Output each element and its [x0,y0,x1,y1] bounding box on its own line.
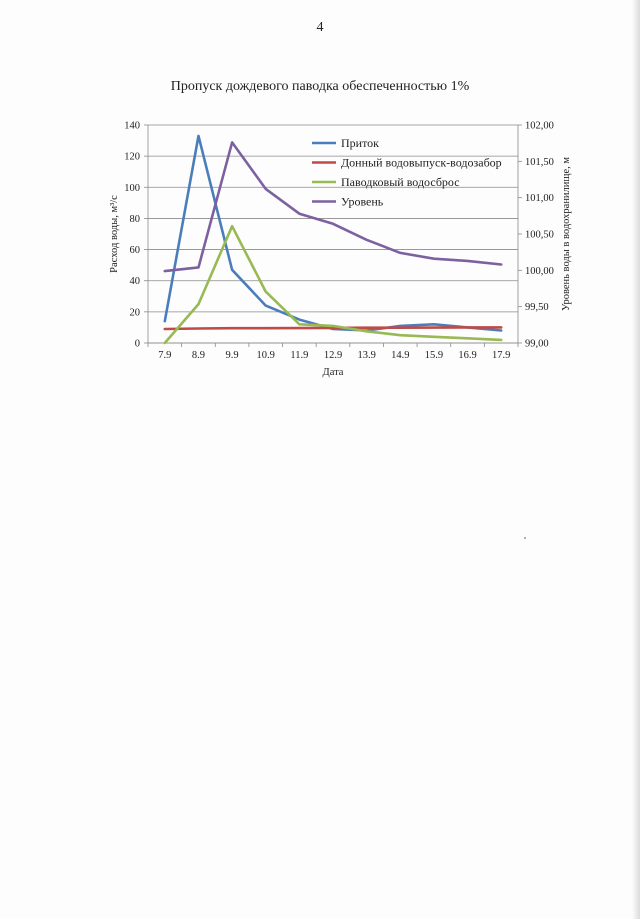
series-line-4 [163,141,503,273]
right-tick-label: 101,00 [525,193,554,204]
legend-label: Паводковый водосброс [341,175,460,189]
left-tick-label: 60 [130,245,141,256]
x-tick-label: 16.9 [458,350,476,361]
left-tick-label: 20 [130,307,141,318]
chart-title: Пропуск дождевого паводка обеспеченность… [170,79,470,94]
right-axis-ticks: 99,00 99,50 100,00 100,50 101,00 101,50 102,00 [518,121,554,350]
right-tick-label: 102,00 [525,121,554,132]
x-tick-label: 14.9 [391,350,409,361]
y-axis-title-right: Уровень воды в водохранилище, м [561,157,572,311]
left-axis-ticks: 0 20 40 60 80 100 120 140 [124,121,148,350]
series-lines [163,134,503,345]
left-tick-label: 120 [124,152,140,163]
x-axis-ticks: 7.9 8.9 9.9 10.9 11.9 12.9 13.9 14.9 15.9 16.9 17.… [147,343,519,361]
series-line-2 [163,326,503,331]
right-tick-label: 99,50 [525,302,549,313]
page-number: 4 [316,20,324,35]
x-tick-label: 9.9 [226,350,239,361]
x-axis-title: Дата [323,367,344,378]
right-tick-label: 100,00 [525,266,554,277]
y-axis-title-left: Расход воды, м³/с [109,195,120,273]
right-tick-label: 101,50 [525,157,554,168]
left-tick-label: 0 [135,339,140,350]
legend-label: Донный водовыпуск-водозабор [341,156,502,170]
x-tick-label: 12.9 [324,350,342,361]
legend: Приток Донный водовыпуск-водозабор Паводко… [312,136,502,209]
x-tick-label: 13.9 [357,350,375,361]
legend-label: Уровень [341,195,384,209]
x-tick-label: 11.9 [290,350,308,361]
right-tick-label: 100,50 [525,230,554,241]
left-tick-label: 140 [124,121,140,132]
x-tick-label: 8.9 [192,350,205,361]
scan-edge-shadow [632,0,640,919]
x-tick-label: 7.9 [158,350,171,361]
left-tick-label: 40 [130,276,141,287]
series-line-3 [163,224,503,345]
x-tick-label: 15.9 [425,350,443,361]
left-tick-label: 100 [124,183,140,194]
legend-label: Приток [341,136,379,150]
x-tick-label: 17.9 [492,350,510,361]
x-tick-label: 10.9 [257,350,275,361]
right-tick-label: 99,00 [525,339,549,350]
scan-speck [524,537,526,539]
left-tick-label: 80 [130,214,141,225]
